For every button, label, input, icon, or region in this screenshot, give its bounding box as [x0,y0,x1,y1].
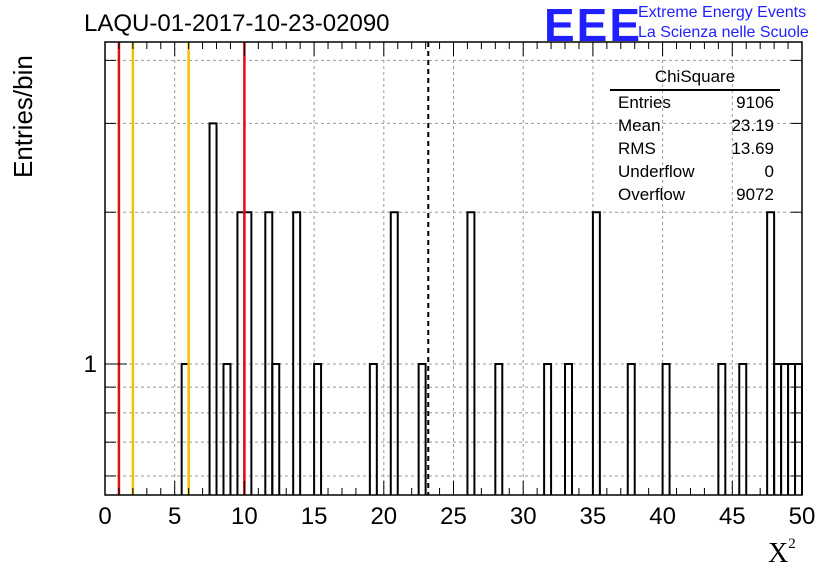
histogram-bin [494,363,504,495]
histogram-bin [208,122,218,495]
run-title: LAQU-01-2017-10-23-02090 [84,10,390,37]
x-tick-label: 50 [789,503,816,530]
x-tick-label: 35 [580,503,607,530]
eee-logo: EEE Extreme Energy Events La Scienza nel… [544,0,834,51]
stats-value: 9072 [736,185,774,204]
stats-label: RMS [618,139,656,158]
stats-row-overflow: Overflow 9072 [612,183,780,206]
histogram-bin [417,363,427,495]
x-axis-label: X2 [768,535,796,570]
logo-tagline-2: La Scienza nelle Scuole [638,24,809,41]
histogram-bin [661,363,671,495]
histogram-bin [292,211,302,495]
x-tick-label: 0 [98,503,111,530]
histogram-bin [543,363,553,495]
histogram-bin [766,211,776,495]
x-axis-label-base: X [768,538,789,569]
stats-value: 0 [764,162,774,181]
x-tick-label: 5 [168,503,181,530]
histogram-bin [717,363,727,495]
stats-title: ChiSquare [610,66,780,91]
histogram-bin [466,211,476,495]
x-tick-label: 15 [301,503,328,530]
stats-label: Mean [618,116,661,135]
stats-value: 23.19 [731,116,774,135]
stats-label: Underflow [618,162,695,181]
histogram-bin [780,363,790,495]
logo-tagline-1: Extreme Energy Events [638,4,807,21]
histogram-bin [222,363,232,495]
stats-row-underflow: Underflow 0 [612,160,780,183]
histogram-bin [564,363,573,495]
histogram-bin [389,211,399,495]
histogram-bin [773,363,783,495]
histogram-bin [626,363,636,495]
stats-value: 13.69 [731,139,774,158]
stats-value: 9106 [736,93,774,112]
histogram-bin [271,363,281,495]
x-tick-label: 40 [649,503,676,530]
histogram-bin [313,363,323,495]
y-tick-label: 1 [84,351,97,378]
histogram-bin [794,363,803,495]
x-tick-label: 45 [719,503,746,530]
stats-label: Overflow [618,185,686,204]
stats-box: ChiSquare Entries 9106 Mean 23.19 RMS 13… [610,66,780,206]
histogram-bin [787,363,797,495]
histogram-bin [368,363,378,495]
x-tick-label: 20 [370,503,397,530]
x-tick-label: 30 [510,503,537,530]
stats-row-rms: RMS 13.69 [612,137,780,160]
stats-row-entries: Entries 9106 [612,91,780,114]
x-axis-label-sup: 2 [788,535,796,552]
histogram-bin [264,211,274,495]
histogram-bin [591,211,601,495]
x-tick-label: 10 [231,503,258,530]
stats-row-mean: Mean 23.19 [612,114,780,137]
histogram-bin [738,363,748,495]
stats-label: Entries [618,93,671,112]
x-tick-label: 25 [440,503,467,530]
